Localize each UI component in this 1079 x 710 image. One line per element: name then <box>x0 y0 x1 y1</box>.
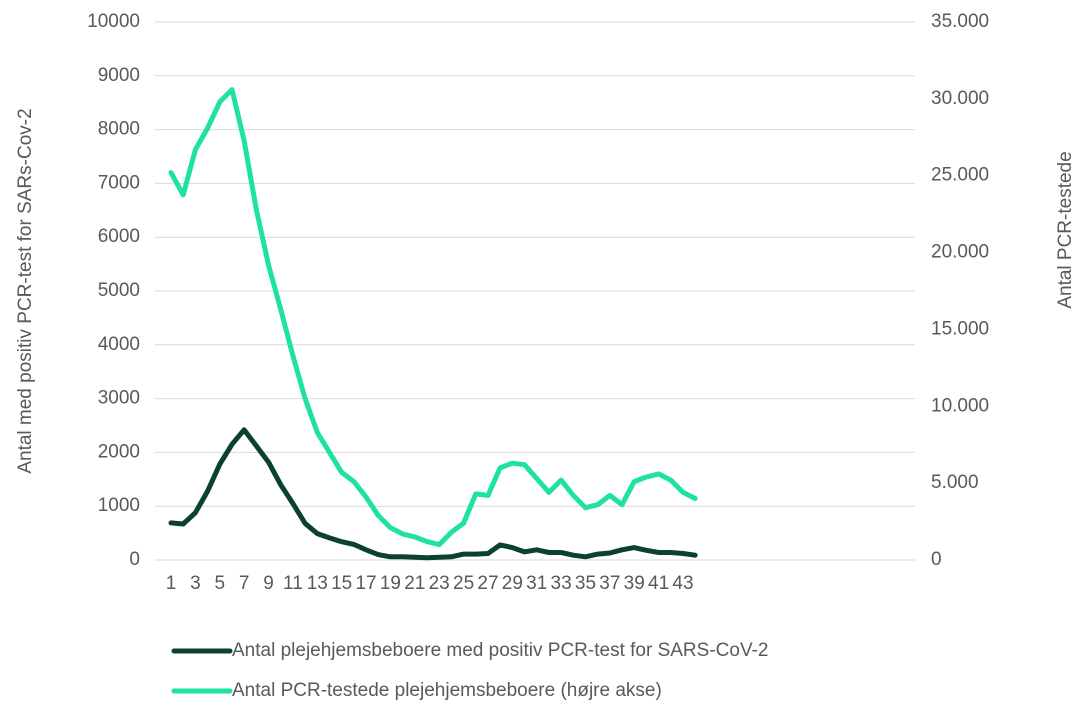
y-tick-label: 1000 <box>98 495 140 516</box>
y2-tick-label: 30.000 <box>931 88 989 109</box>
y-tick-label: 6000 <box>98 226 140 247</box>
y-tick-label: 4000 <box>98 334 140 355</box>
x-tick-label: 37 <box>599 573 620 594</box>
legend-label: Antal PCR-testede plejehjemsbeboere (høj… <box>232 680 662 701</box>
y-tick-label: 0 <box>129 549 140 570</box>
x-tick-label: 39 <box>624 573 645 594</box>
x-tick-label: 15 <box>331 573 352 594</box>
y2-tick-label: 10.000 <box>931 395 989 416</box>
x-tick-label: 19 <box>380 573 401 594</box>
y-tick-label: 3000 <box>98 388 140 409</box>
y2-tick-label: 15.000 <box>931 318 989 339</box>
y2-tick-label: 35.000 <box>931 11 989 32</box>
x-tick-label: 17 <box>355 573 376 594</box>
y2-tick-label: 5.000 <box>931 472 979 493</box>
x-tick-label: 27 <box>477 573 498 594</box>
x-tick-label: 25 <box>453 573 474 594</box>
x-tick-label: 11 <box>283 573 303 594</box>
x-tick-label: 43 <box>672 573 693 594</box>
legend-label: Antal plejehjemsbeboere med positiv PCR-… <box>232 640 768 661</box>
y2-axis-label: Antal PCR-testede <box>1055 151 1076 308</box>
y-tick-label: 8000 <box>98 119 140 140</box>
x-tick-label: 29 <box>502 573 523 594</box>
y-axis-label: Antal med positiv PCR-test for SARs-Cov-… <box>15 108 36 473</box>
x-tick-label: 23 <box>429 573 450 594</box>
x-tick-label: 1 <box>166 573 177 594</box>
x-tick-label: 7 <box>239 573 250 594</box>
line-series <box>168 427 698 561</box>
y2-tick-label: 0 <box>931 549 942 570</box>
line-series <box>168 87 698 548</box>
y-tick-label: 2000 <box>98 441 140 462</box>
x-tick-label: 41 <box>648 573 669 594</box>
y-tick-label: 10000 <box>87 11 140 32</box>
x-tick-label: 5 <box>214 573 225 594</box>
x-tick-label: 9 <box>263 573 274 594</box>
x-tick-label: 35 <box>575 573 596 594</box>
x-tick-label: 13 <box>307 573 328 594</box>
x-tick-label: 33 <box>551 573 572 594</box>
y2-tick-label: 25.000 <box>931 165 989 186</box>
y-tick-label: 9000 <box>98 65 140 86</box>
y2-tick-label: 20.000 <box>931 242 989 263</box>
x-tick-label: 3 <box>190 573 201 594</box>
x-tick-label: 21 <box>404 573 425 594</box>
x-tick-label: 31 <box>526 573 547 594</box>
y-tick-label: 7000 <box>98 172 140 193</box>
y-tick-label: 5000 <box>98 280 140 301</box>
